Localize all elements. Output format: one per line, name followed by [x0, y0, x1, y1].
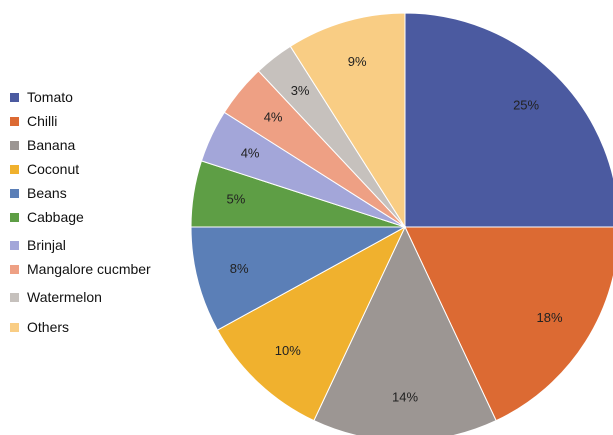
legend-swatch	[10, 188, 19, 198]
pie-slice-chilli	[404, 226, 613, 422]
slice-label-chilli: 18%	[536, 310, 562, 325]
slice-label-others: 9%	[348, 54, 367, 69]
legend-item-others: Others	[10, 318, 69, 336]
pie-slice-coconut	[216, 225, 407, 422]
legend-label: Banana	[27, 137, 76, 153]
legend-item-coconut: Coconut	[10, 160, 79, 178]
legend-label: Tomato	[27, 89, 73, 105]
legend-label: Others	[27, 319, 70, 335]
legend-item-beans: Beans	[10, 184, 67, 202]
legend-swatch	[10, 264, 19, 274]
legend-item-chilli: Chilli	[10, 112, 57, 130]
legend-swatch	[10, 212, 19, 222]
legend-label: Cabbage	[27, 209, 84, 225]
legend-label: Mangalore cucmber	[27, 261, 151, 277]
slice-label-cabbage: 5%	[227, 192, 246, 207]
slice-label-brinjal: 4%	[241, 146, 260, 161]
legend-item-tomato: Tomato	[10, 88, 73, 106]
slice-label-mangalore-cucmber: 4%	[264, 109, 283, 124]
legend-swatch	[10, 116, 19, 126]
pie-slice-tomato	[404, 12, 613, 228]
slice-label-banana: 14%	[392, 390, 418, 405]
pie-slice-banana	[313, 225, 497, 435]
pie-slices	[190, 12, 613, 435]
legend-swatch	[10, 164, 19, 174]
legend-item-mangalore-cucmber: Mangalore cucmber	[10, 260, 151, 278]
legend-swatch	[10, 240, 19, 250]
pie-slice-others	[289, 12, 406, 229]
legend-swatch	[10, 292, 19, 302]
legend-label: Brinjal	[27, 237, 66, 253]
slice-label-coconut: 10%	[275, 343, 301, 358]
legend-item-cabbage: Cabbage	[10, 208, 84, 226]
legend-swatch	[10, 322, 19, 332]
slice-label-beans: 8%	[230, 261, 249, 276]
legend-swatch	[10, 92, 19, 102]
pie-slice-beans	[190, 226, 406, 331]
legend-label: Coconut	[27, 161, 80, 177]
slice-label-tomato: 25%	[513, 97, 539, 112]
pie-slice-labels: 25% 18% 14% 10% 8% 5% 4% 4% 3% 9%	[227, 54, 563, 405]
legend-item-brinjal: Brinjal	[10, 236, 66, 254]
legend-item-watermelon: Watermelon	[10, 288, 102, 306]
legend-label: Chilli	[27, 113, 58, 129]
legend-label: Beans	[27, 185, 67, 201]
legend-swatch	[10, 140, 19, 150]
slice-label-watermelon: 3%	[291, 83, 310, 98]
legend-label: Watermelon	[27, 289, 102, 305]
legend-item-banana: Banana	[10, 136, 75, 154]
